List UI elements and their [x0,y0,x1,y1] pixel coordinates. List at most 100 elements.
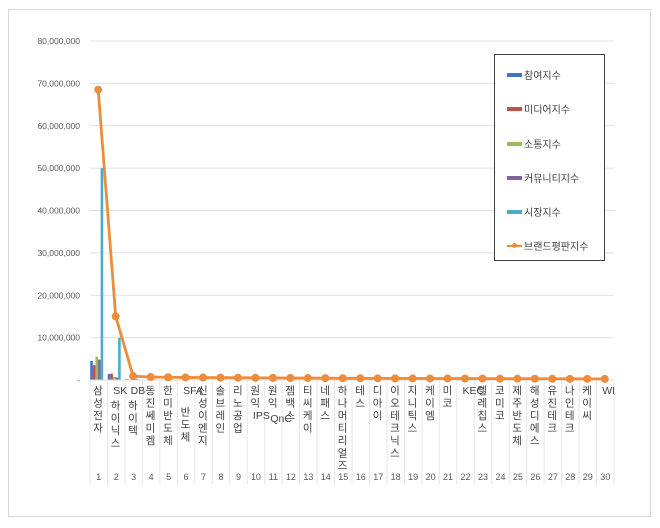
line-marker [600,374,609,383]
line-marker [94,85,103,94]
line-marker [199,373,208,382]
x-category-label: WI [602,385,615,397]
x-rank-label: 17 [373,472,383,482]
bar [92,365,96,380]
chart-legend: 참여지수 미디어지수 소통지수 커뮤니티지수 시장지수 브랜드평판지수 [494,54,605,261]
bar [112,377,116,380]
bar [110,373,113,380]
legend-label: 미디어지수 [524,105,570,116]
y-tick-label: 40,000,000 [37,206,80,216]
y-axis-labels: - 10,000,000 20,000,000 30,000,000 40,000,00… [37,36,80,385]
x-rank-label: 14 [321,472,331,482]
x-category-label: SFA 반 도 체 [181,385,203,444]
line-marker [391,374,400,383]
line-marker [426,374,435,383]
bar [100,168,104,380]
x-rank-label: 16 [356,472,366,482]
line-marker [548,374,557,383]
x-rank-label: 9 [236,472,241,482]
x-rank-label: 28 [565,472,575,482]
x-rank-label: 1 [96,472,101,482]
x-rank-label: 26 [530,472,540,482]
line-marker [356,374,365,383]
x-rank-label: 10 [251,472,261,482]
x-rank-label: 11 [269,472,278,482]
legend-line-marker-icon [507,242,522,248]
x-category-label: 원 익 IPS [250,385,269,422]
x-rank-label: 13 [303,472,313,482]
line-marker [583,374,592,383]
x-rank-label: 19 [408,472,418,482]
y-tick-label: 10,000,000 [37,333,80,343]
x-axis: 삼 성 전 자 1 SK 하 이 닉 스 2 DB 하 이 텍 3 동 진 쎄 미 켐 4 한 미 반 도 체 5 SFA 반 도 체 6 신 성 이… [89,379,615,484]
line-marker [129,372,138,381]
legend-item-media: 미디어지수 [507,101,570,116]
bar [135,378,139,380]
line-marker [303,374,312,383]
line-marker [461,374,470,383]
x-rank-label: 5 [166,472,171,482]
legend-item-communication: 소통지수 [507,136,561,151]
x-rank-label: 21 [443,472,453,482]
x-rank-label: 29 [583,472,593,482]
legend-swatch-participation [507,72,522,77]
line-marker [216,373,225,382]
x-rank-label: 12 [286,472,296,482]
y-tick-label: 70,000,000 [37,78,80,88]
x-rank-label: 23 [478,472,488,482]
x-rank-label: 24 [495,472,505,482]
line-marker [443,374,452,383]
line-marker [146,373,155,382]
line-marker [513,374,522,383]
legend-label: 시장지수 [524,208,561,219]
x-rank-label: 8 [218,472,223,482]
x-rank-label: 2 [114,472,119,482]
legend-item-market: 시장지수 [507,204,561,219]
x-category-label: 원 익 QnC [268,385,293,425]
x-rank-label: 3 [131,472,136,482]
y-tick-label: 30,000,000 [37,248,80,258]
x-rank-label: 27 [548,472,558,482]
y-tick-label: 80,000,000 [37,36,80,46]
line-marker [164,373,173,382]
x-category-label: SK 하 이 닉 스 [111,385,128,450]
bar [98,359,101,380]
bar [90,360,93,380]
x-rank-label: 7 [201,472,206,482]
line-marker [338,374,347,383]
legend-label: 브랜드평판지수 [524,242,589,253]
bar [107,374,111,380]
line-marker [478,374,487,383]
legend-label: 참여지수 [524,71,561,82]
line-marker [181,373,190,382]
legend-swatch-community [507,175,522,180]
legend-swatch-media [507,106,522,111]
x-rank-label: 22 [461,472,471,482]
y-tick-label: - [77,375,80,385]
bar [115,377,119,380]
bar [118,337,121,380]
line-marker [408,374,417,383]
line-marker [251,373,260,382]
legend-swatch-market [507,209,522,214]
bar [95,356,99,380]
